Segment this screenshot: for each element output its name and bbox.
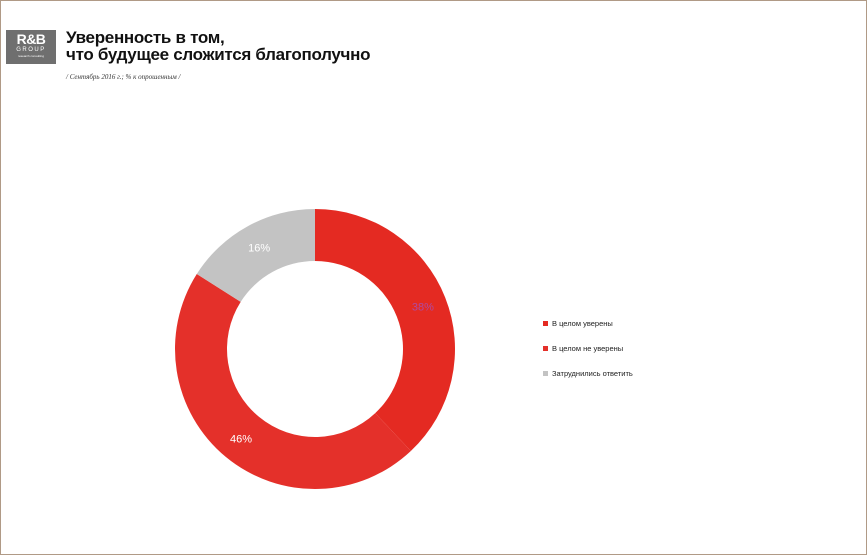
legend-item-undecided: Затруднились ответить <box>543 367 633 379</box>
data-label-not-confident: 46% <box>230 433 252 445</box>
company-logo: R&B GROUP research consulting <box>6 30 56 64</box>
data-label-undecided: 16% <box>248 242 270 254</box>
legend-label: В целом не уверены <box>552 343 624 353</box>
legend-label: В целом уверены <box>552 318 613 328</box>
chart-legend: В целом уверены В целом не уверены Затрудн… <box>543 317 633 392</box>
legend-label: Затруднились ответить <box>552 368 633 378</box>
donut-slice-confident <box>315 209 456 452</box>
legend-swatch <box>543 370 548 376</box>
logo-tiny-text: research consulting <box>17 54 44 58</box>
legend-swatch <box>543 320 548 326</box>
chart-title-line2: что будущее сложится благополучно <box>66 45 371 64</box>
chart-subtitle: / Сентябрь 2016 г.; % к опрошенным / <box>66 73 181 81</box>
legend-item-confident: В целом уверены <box>543 317 633 329</box>
legend-item-not-confident: В целом не уверены <box>543 342 633 354</box>
chart-title-line1: Уверенность в том, <box>66 28 225 47</box>
donut-slice-undecided <box>196 209 315 302</box>
logo-sub-text: GROUP <box>16 47 46 53</box>
data-label-confident: 38% <box>412 301 434 313</box>
logo-main-text: R&B <box>16 31 46 47</box>
donut-slice-not-confident <box>175 273 411 490</box>
legend-swatch <box>543 345 548 351</box>
chart-title: Уверенность в том, что будущее сложится … <box>66 29 370 63</box>
